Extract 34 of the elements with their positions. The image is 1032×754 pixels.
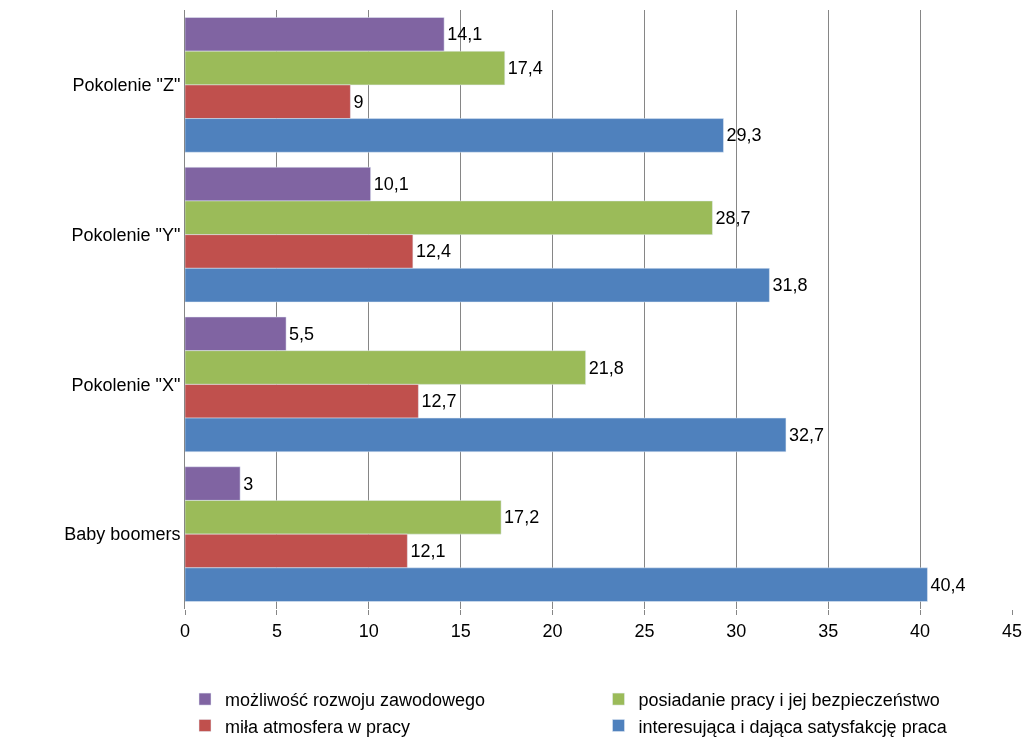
x-tick-label: 15 — [450, 620, 471, 641]
x-tick-label: 0 — [179, 620, 191, 641]
data-label: 17,2 — [504, 507, 540, 528]
y-tick-label: Pokolenie "Y" — [71, 224, 181, 245]
x-tick-label: 30 — [726, 620, 747, 641]
x-tick-label: 20 — [542, 620, 563, 641]
legend-label: miła atmosfera w pracy — [225, 716, 411, 737]
data-label: 10,1 — [373, 174, 409, 195]
data-label: 9 — [353, 91, 364, 112]
x-tick-label: 10 — [358, 620, 379, 641]
data-label: 3 — [243, 473, 254, 494]
data-label: 31,8 — [772, 275, 808, 296]
data-label: 17,4 — [507, 58, 543, 79]
x-tick-label: 5 — [271, 620, 282, 641]
data-label: 40,4 — [930, 574, 966, 595]
data-label: 28,7 — [715, 207, 751, 228]
data-label: 12,4 — [415, 241, 451, 262]
y-tick-label: Pokolenie "Z" — [72, 75, 181, 96]
data-label: 14,1 — [447, 24, 483, 45]
data-label: 32,7 — [788, 424, 824, 445]
x-tick-label: 40 — [910, 620, 931, 641]
x-tick-label: 25 — [634, 620, 655, 641]
data-label: 12,7 — [421, 391, 457, 412]
legend-label: interesująca i dająca satysfakcję praca — [638, 716, 948, 737]
data-label: 21,8 — [588, 357, 624, 378]
data-label: 29,3 — [726, 125, 762, 146]
y-tick-label: Pokolenie "X" — [71, 374, 181, 395]
legend-label: posiadanie pracy i jej bezpieczeństwo — [638, 690, 940, 711]
data-label: 12,1 — [410, 540, 446, 561]
y-tick-label: Baby boomers — [64, 524, 181, 545]
x-tick-label: 35 — [818, 620, 839, 641]
x-tick-label: 45 — [1001, 620, 1023, 641]
data-label: 5,5 — [289, 323, 315, 344]
legend-label: możliwość rozwoju zawodowego — [225, 690, 486, 711]
